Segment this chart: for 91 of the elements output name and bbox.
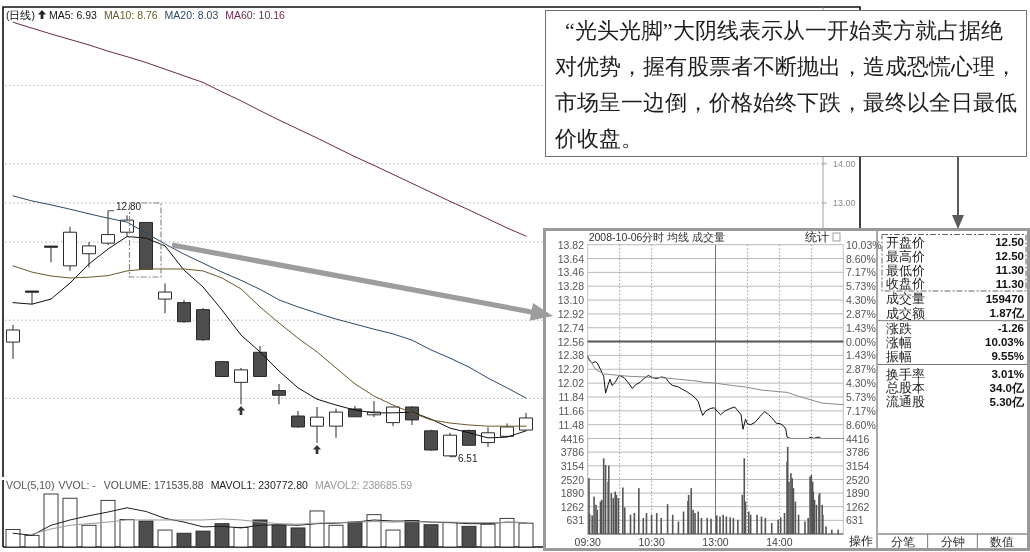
ytick: 12.56 [557, 335, 584, 348]
y2tick: 10.03% [846, 238, 882, 251]
title: 2008-10-06分时 均线 成交量 [588, 231, 726, 243]
card-label: 换手率 [886, 366, 925, 382]
tab-label: 数值 [990, 535, 1015, 548]
value-label: 6.51 [458, 453, 478, 465]
ytick: 12.74 [557, 321, 584, 334]
legend: MAVOL2: 238685.59 [314, 479, 413, 491]
ytick: 13.64 [557, 252, 584, 265]
card-value: 9.55% [991, 350, 1024, 362]
y2tick: 5.73% [846, 390, 876, 403]
card-value: 5.30亿 [989, 395, 1024, 408]
ytick: 13.28 [557, 280, 584, 293]
card-value: 12.50 [995, 250, 1024, 262]
y2tick: 4.30% [846, 377, 876, 390]
card-value: -1.26 [997, 322, 1024, 334]
ytick: 12.20 [557, 363, 584, 376]
y2tick: 1.43% [846, 349, 876, 362]
xtick: 10:30 [638, 536, 665, 548]
subtitle: VVOL: - [58, 479, 96, 491]
value-label: 12.80 [116, 201, 142, 213]
legend: MA20: 8.03 [164, 9, 219, 21]
legend: MA10: 8.76 [103, 9, 158, 21]
ytick: 14.00 [833, 158, 856, 169]
ytick: 631 [846, 514, 864, 527]
ytick: 631 [566, 514, 584, 527]
title: (日线) [6, 9, 35, 21]
card-label: 收盘价 [886, 276, 925, 291]
xtick: 14:00 [766, 536, 793, 548]
card-value: 10.03% [985, 336, 1024, 348]
ytick: 1890 [560, 487, 584, 500]
ytick: 12.38 [557, 349, 584, 362]
y2tick: 2.87% [846, 363, 876, 376]
card-label: 成交额 [886, 305, 925, 321]
card-label: 最高价 [886, 248, 925, 264]
ytick: 11.66 [558, 404, 584, 417]
ytick: 1890 [846, 487, 870, 500]
y2tick: 7.17% [846, 266, 876, 279]
ytick: 2520 [846, 473, 870, 486]
legend: MA60: 10.16 [225, 9, 285, 21]
ytick: 13.82 [557, 238, 584, 251]
card-label: 涨跌 [886, 320, 912, 336]
y2tick: 2.87% [846, 307, 876, 320]
legend: MAVOL1: 230772.80 [210, 479, 308, 491]
annotation: “光头光脚”大阴线表示从一开始卖方就占据绝对优势，握有股票者不断抛出，造成恐慌心理，市场呈一边倒，价格始终下跌，最终以全日最低价收盘。 [545, 10, 1027, 157]
card-label: 成交量 [886, 291, 925, 306]
card-value: 12.50 [995, 236, 1024, 248]
ytick: 11.48 [558, 418, 584, 431]
card-label: 流通股 [886, 394, 925, 409]
card-value: 11.30 [995, 264, 1024, 276]
y2tick: 4.30% [846, 294, 876, 307]
legend: VOLUME: 171535.88 [103, 479, 204, 491]
ytick: 13.10 [557, 294, 584, 307]
card-label: 最低价 [886, 262, 925, 278]
card-label: 振幅 [886, 348, 912, 364]
y2tick: 1.43% [846, 321, 876, 334]
card-value: 11.30 [995, 277, 1024, 290]
ytick: 3786 [846, 446, 870, 459]
card-label: 涨幅 [886, 334, 912, 350]
card-label: 开盘价 [886, 234, 925, 250]
xtick: 13:00 [702, 536, 729, 548]
ytick: 1262 [846, 500, 870, 513]
xtick: 09:30 [574, 536, 601, 548]
tab-label: 分笔 [890, 535, 915, 548]
card-value: 3.01% [991, 368, 1024, 380]
card-value: 1.87亿 [989, 307, 1024, 319]
ytick: 12.92 [557, 307, 584, 320]
ytick: 12.02 [557, 377, 584, 390]
card-value: 34.0亿 [989, 381, 1024, 394]
annotation: 操作 [849, 534, 873, 548]
ytick: 4416 [560, 432, 584, 445]
ytick: 11.84 [558, 390, 584, 403]
legend: MA5: 6.93 [49, 9, 97, 21]
ytick: 4416 [846, 432, 870, 445]
ytick: 3786 [560, 446, 584, 459]
ytick: 3154 [560, 459, 584, 472]
y2tick: 8.60% [846, 418, 876, 431]
y2tick: 5.73% [846, 280, 876, 293]
tab-label: 分钟 [940, 535, 965, 548]
ytick: 13.00 [833, 197, 856, 208]
y2tick: 7.17% [846, 404, 876, 417]
ytick: 1262 [560, 500, 584, 513]
y2tick: 8.60% [846, 252, 876, 265]
y2tick: 0.00% [846, 335, 876, 348]
ytick: 3154 [846, 459, 870, 472]
annotation: 统计 [805, 230, 829, 244]
title: VOL(5,10) [6, 479, 55, 491]
card-label: 总股本 [886, 380, 925, 395]
card-value: 159470 [985, 292, 1024, 305]
ytick: 13.46 [557, 266, 584, 279]
ytick: 2520 [560, 473, 584, 486]
